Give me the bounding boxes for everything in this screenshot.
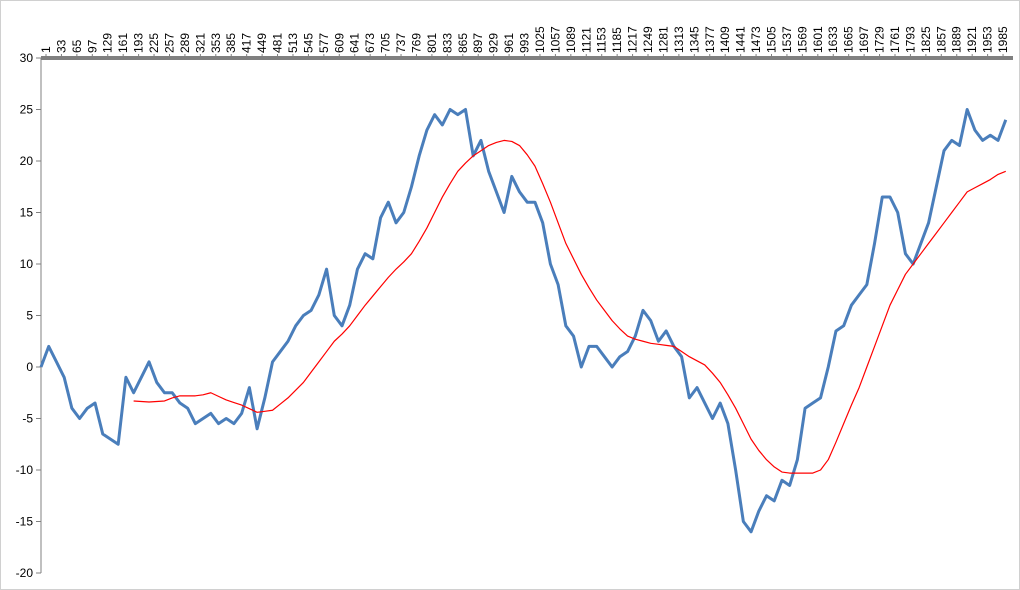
x-tick-label: 1121 <box>579 27 593 53</box>
series-line <box>133 139 1006 474</box>
x-tick-label: 1697 <box>857 26 871 53</box>
x-tick-label: 1761 <box>888 26 902 53</box>
x-tick-label: 737 <box>394 33 408 53</box>
x-tick-label: 321 <box>193 33 207 53</box>
x-tick-label: 417 <box>240 33 254 53</box>
x-tick-label: 1857 <box>934 26 948 53</box>
x-tick-label: 897 <box>471 33 485 53</box>
x-tick-label: 865 <box>456 33 470 53</box>
y-tick-label: 15 <box>20 206 34 220</box>
y-tick-label: -20 <box>16 566 34 580</box>
x-tick-label: 1921 <box>965 26 979 53</box>
x-tick-label: 1217 <box>626 26 640 53</box>
x-tick-label: 1729 <box>873 26 887 53</box>
y-tick-label: 10 <box>20 257 34 271</box>
y-tick-label: 0 <box>26 360 33 374</box>
x-tick-label: 833 <box>440 33 454 53</box>
x-tick-label: 1441 <box>734 26 748 53</box>
y-tick-label: -5 <box>22 412 33 426</box>
x-tick-label: 1537 <box>780 26 794 53</box>
x-tick-label: 1 <box>39 46 53 53</box>
series-line <box>39 108 1008 534</box>
x-tick-label: 801 <box>425 33 439 53</box>
x-tick-label: 1793 <box>903 26 917 53</box>
x-tick-label: 1089 <box>564 26 578 53</box>
y-tick-label: -15 <box>16 515 34 529</box>
x-tick-label: 1953 <box>981 26 995 53</box>
x-tick-label: 961 <box>502 33 516 53</box>
x-tick-label: 385 <box>224 33 238 53</box>
x-tick-label: 641 <box>348 33 362 53</box>
x-tick-label: 65 <box>70 39 84 53</box>
x-tick-label: 1889 <box>950 26 964 53</box>
x-tick-label: 97 <box>85 39 99 53</box>
x-tick-label: 193 <box>132 33 146 53</box>
x-tick-label: 257 <box>162 33 176 53</box>
x-tick-label: 481 <box>271 33 285 53</box>
y-tick-label: 30 <box>20 51 34 65</box>
x-tick-label: 929 <box>487 33 501 53</box>
x-tick-label: 1153 <box>595 27 609 53</box>
x-tick-label: 33 <box>54 39 68 53</box>
x-tick-label: 1377 <box>703 26 717 53</box>
x-tick-label: 1601 <box>811 26 825 53</box>
x-tick-label: 449 <box>255 33 269 53</box>
x-tick-label: 225 <box>147 33 161 53</box>
x-tick-label: 577 <box>317 33 331 53</box>
x-tick-label: 161 <box>116 33 130 53</box>
x-tick-label: 609 <box>332 33 346 53</box>
y-tick-label: -10 <box>16 463 34 477</box>
x-tick-label: 1569 <box>795 26 809 53</box>
x-tick-label: 1249 <box>641 26 655 53</box>
x-tick-label: 1985 <box>996 26 1010 53</box>
x-tick-label: 1345 <box>687 26 701 53</box>
x-tick-label: 1409 <box>718 26 732 53</box>
x-tick-label: 353 <box>209 33 223 53</box>
x-tick-label: 129 <box>101 33 115 53</box>
x-tick-label: 1025 <box>533 26 547 53</box>
x-tick-label: 993 <box>518 33 532 53</box>
x-tick-label: 1281 <box>656 26 670 53</box>
x-tick-label: 1057 <box>548 26 562 53</box>
x-tick-label: 1473 <box>749 26 763 53</box>
y-tick-label: 25 <box>20 103 34 117</box>
x-tick-label: 705 <box>379 33 393 53</box>
x-tick-label: 289 <box>178 33 192 53</box>
x-tick-label: 1825 <box>919 26 933 53</box>
x-tick-label: 1185 <box>610 27 624 53</box>
x-tick-label: 1633 <box>826 26 840 53</box>
x-tick-label: 1313 <box>672 26 686 53</box>
x-tick-label: 545 <box>301 33 315 53</box>
x-tick-label: 769 <box>409 33 423 53</box>
y-tick-label: 5 <box>26 309 33 323</box>
y-tick-label: 20 <box>20 154 34 168</box>
x-tick-label: 1505 <box>765 26 779 53</box>
x-tick-label: 673 <box>363 33 377 53</box>
x-tick-label: 1665 <box>842 26 856 53</box>
x-tick-label: 513 <box>286 33 300 53</box>
